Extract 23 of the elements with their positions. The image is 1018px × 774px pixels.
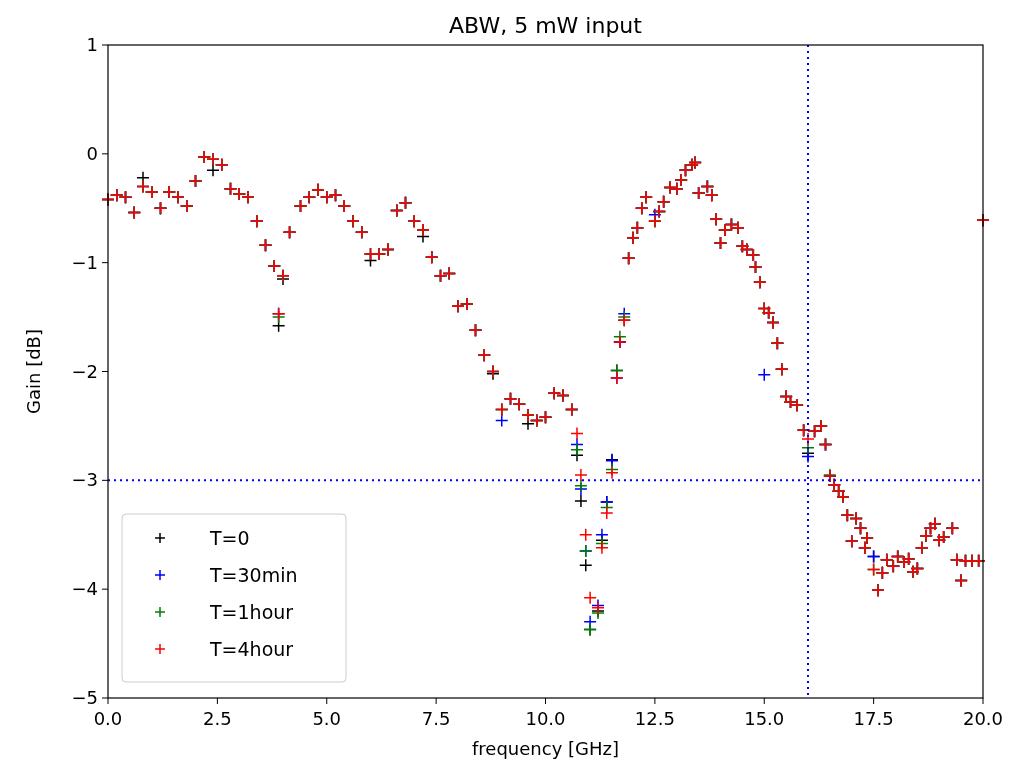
y-tick-label: −4 bbox=[71, 578, 98, 600]
y-tick-label: −1 bbox=[71, 251, 98, 273]
y-axis-title: Gain [dB] bbox=[23, 329, 44, 414]
x-tick-label: 17.5 bbox=[853, 708, 894, 729]
x-tick-label: 5.0 bbox=[312, 708, 342, 729]
x-tick-label: 12.5 bbox=[634, 708, 675, 729]
chart-title: ABW, 5 mW input bbox=[449, 13, 643, 38]
x-tick-label: 0.0 bbox=[93, 708, 123, 729]
y-tick-label: 0 bbox=[86, 142, 98, 164]
x-axis-title: frequency [GHz] bbox=[472, 738, 619, 759]
x-tick-label: 7.5 bbox=[421, 708, 451, 729]
legend-label: T=30min bbox=[209, 564, 298, 586]
legend-label: T=4hour bbox=[209, 638, 294, 660]
x-tick-label: 20.0 bbox=[962, 708, 1004, 729]
legend-label: T=0 bbox=[209, 527, 250, 549]
y-tick-label: −3 bbox=[71, 469, 98, 491]
x-tick-label: 15.0 bbox=[744, 708, 785, 729]
y-tick-label: 1 bbox=[86, 34, 98, 55]
legend-label: T=1hour bbox=[209, 601, 294, 623]
y-tick-label: −2 bbox=[71, 360, 98, 382]
y-tick-label: −5 bbox=[71, 687, 98, 708]
x-tick-label: 2.5 bbox=[203, 708, 232, 729]
x-tick-label: 10.0 bbox=[525, 708, 566, 729]
